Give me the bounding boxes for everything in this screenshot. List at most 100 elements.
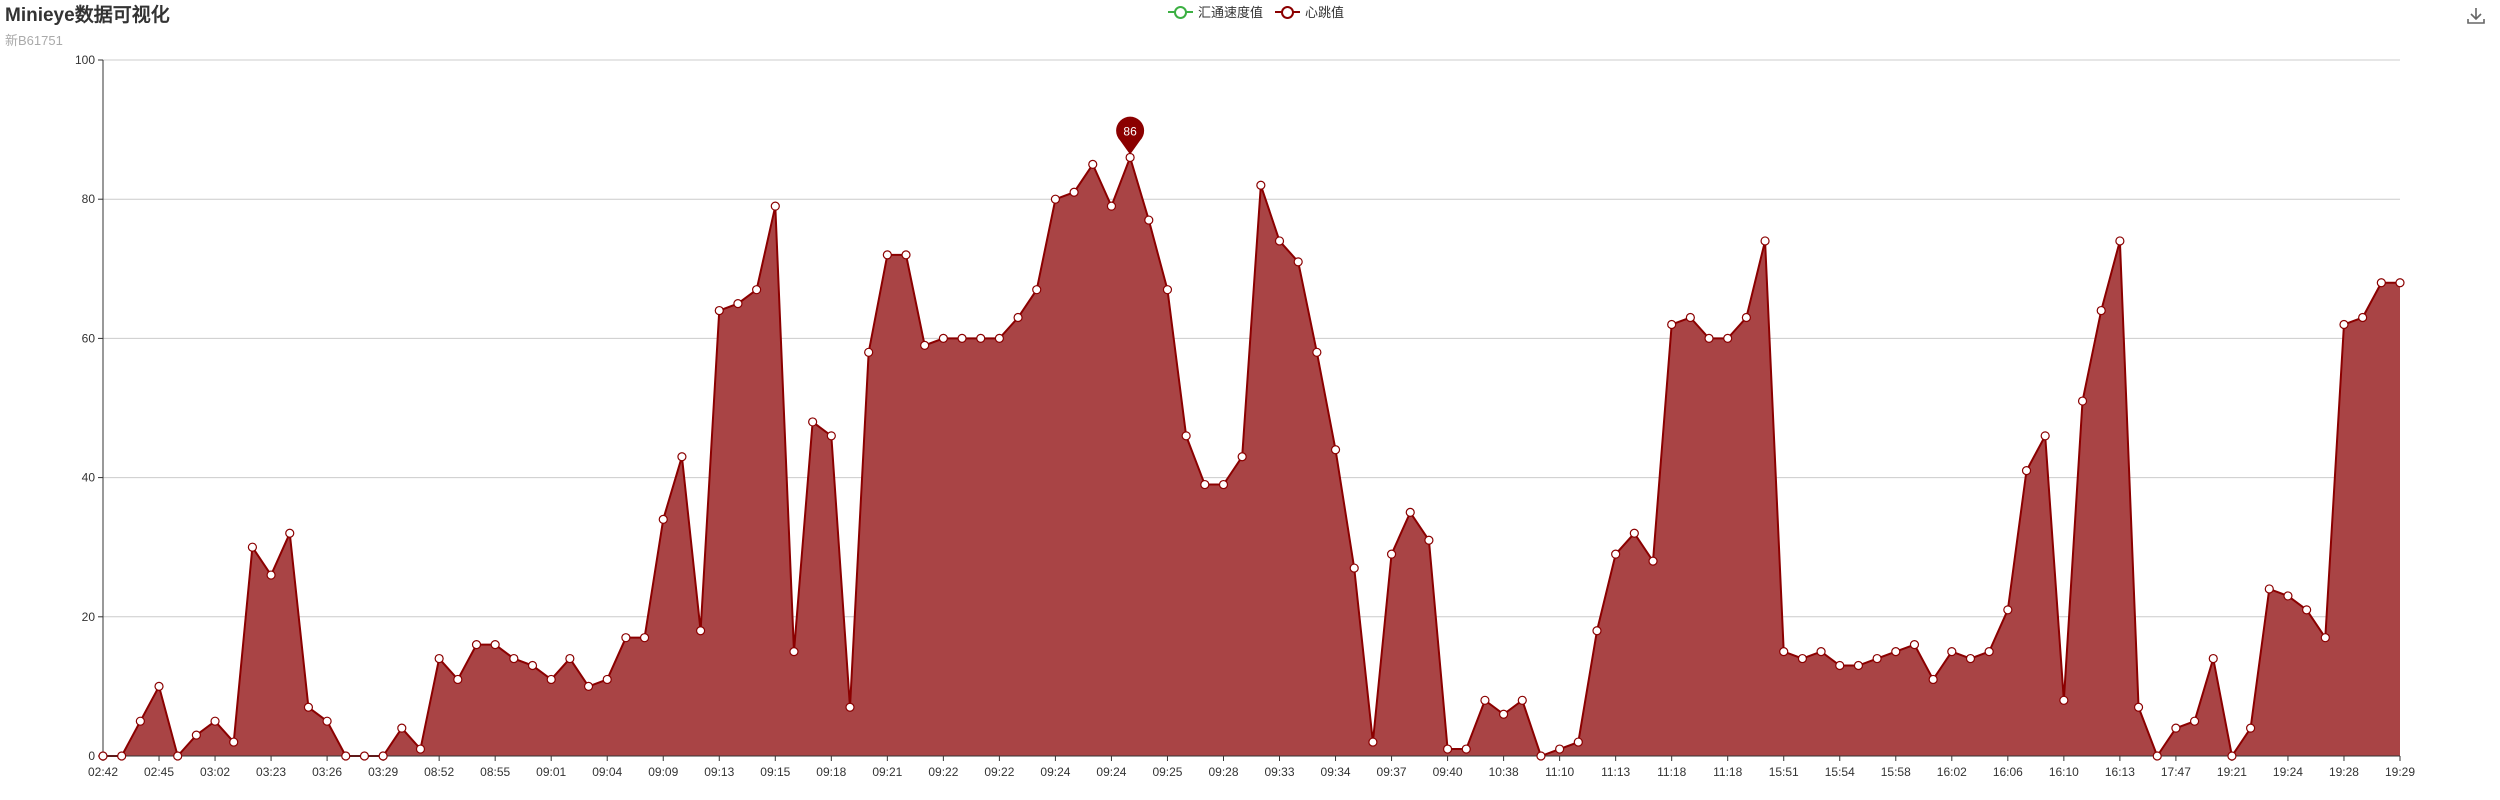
data-point [882,250,892,260]
data-point [1088,159,1098,169]
x-tick-label: 02:45 [144,765,174,779]
data-point [602,674,612,685]
data-point [621,633,631,643]
x-tick-label: 03:23 [256,765,286,779]
x-tick-label: 19:21 [2217,765,2247,779]
x-tick-label: 16:06 [1993,765,2023,779]
data-point [1386,549,1397,559]
data-point [2096,305,2106,316]
data-point [2376,278,2386,288]
data-point [2021,466,2032,476]
data-point [1237,452,1247,462]
x-tick-label: 09:09 [648,765,678,779]
data-point [1536,751,1546,761]
data-point [2358,312,2368,323]
data-point [695,626,706,636]
data-point [378,751,388,761]
data-point [1274,236,1285,246]
legend-item-speed[interactable]: 汇通速度值 [1168,2,1263,21]
x-tick-label: 09:34 [1321,765,1351,779]
data-point [1032,285,1042,295]
x-tick-label: 09:22 [984,765,1014,779]
page-subtitle: 新B61751 [5,33,63,48]
x-tick-label: 15:58 [1881,765,1911,779]
y-tick-label: 0 [88,749,95,763]
x-tick-label: 19:28 [2329,765,2359,779]
data-point [583,681,594,692]
x-tick-label: 09:25 [1152,765,1182,779]
data-point [1330,445,1341,455]
data-point [154,681,164,692]
data-point [1424,535,1434,545]
data-point [920,340,930,350]
x-tick-label: 09:24 [1040,765,1070,779]
x-tick-label: 19:29 [2385,765,2415,779]
data-point [1293,257,1303,267]
data-point [2264,584,2274,594]
data-point [2320,633,2330,643]
x-tick-label: 17:47 [2161,765,2191,779]
data-point [1162,285,1173,295]
data-point [1312,347,1322,357]
x-tick-label: 15:51 [1769,765,1799,779]
legend-item-heartbeat[interactable]: 心跳值 [1275,2,1344,21]
legend-heartbeat-marker [1275,5,1301,19]
data-point [2152,751,2162,761]
data-point [1349,563,1359,573]
data-point [1667,319,1677,330]
y-tick-label: 60 [82,331,96,345]
data-point [117,751,127,761]
data-point [1555,744,1565,754]
data-point [1872,653,1882,664]
x-tick-label: 02:42 [88,765,118,779]
data-point [1517,695,1527,705]
y-tick-label: 20 [82,610,96,624]
y-tick-label: 80 [82,192,96,206]
x-tick-label: 09:15 [760,765,790,779]
data-point [565,653,575,664]
data-point [994,333,1004,343]
data-point [1965,653,1976,664]
data-point [639,633,650,643]
x-tick-label: 09:21 [872,765,902,779]
data-point [808,417,818,427]
x-tick-label: 15:54 [1825,765,1855,779]
data-point [490,640,500,650]
download-icon[interactable] [2466,6,2486,26]
data-point [1125,152,1135,163]
data-point [2133,702,2144,712]
data-point [1181,431,1191,441]
data-point [1685,312,1695,323]
data-point [1499,709,1509,719]
legend-label-speed: 汇通速度值 [1198,5,1264,20]
data-point [752,285,762,295]
data-point [173,751,183,761]
data-point [135,716,145,726]
data-point [1592,626,1602,636]
chart-legend: 汇通速度值 心跳值 [1168,2,1356,21]
x-tick-label: 11:10 [1545,765,1574,779]
data-point [1648,556,1658,566]
data-point [1069,187,1079,197]
x-tick-label: 11:13 [1601,765,1630,779]
data-point [247,542,257,552]
data-point [1984,646,1994,657]
data-point [1218,479,1229,490]
data-point [527,660,538,671]
data-point [341,751,351,761]
x-tick-label: 09:18 [816,765,846,779]
data-point [1891,646,1901,657]
data-point [658,514,668,524]
data-point [2077,396,2088,406]
data-point [770,201,780,211]
data-point [303,702,314,712]
x-tick-label: 03:02 [200,765,230,779]
data-point [1442,744,1453,754]
data-point [453,674,463,685]
data-point [1050,194,1061,204]
data-point [229,737,239,747]
x-tick-label: 09:37 [1377,765,1407,779]
data-point [677,452,687,462]
x-tick-label: 09:28 [1208,765,1238,779]
data-point [1853,660,1864,671]
